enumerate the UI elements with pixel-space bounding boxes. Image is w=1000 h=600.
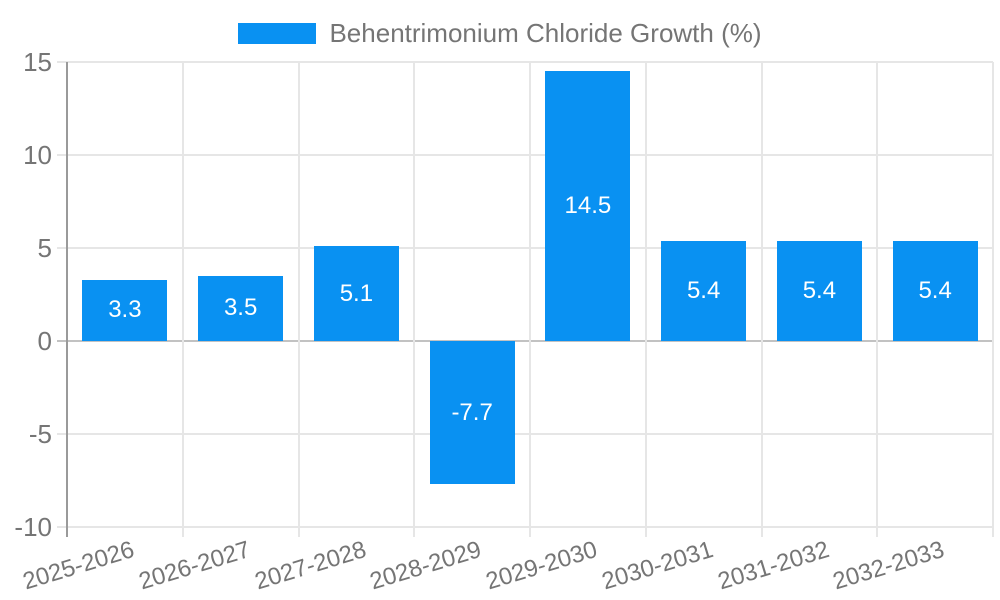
bar[interactable]: -7.7	[429, 341, 515, 485]
y-axis-line	[66, 62, 68, 537]
legend: Behentrimonium Chloride Growth (%)	[0, 18, 1000, 49]
bar-value-label: 5.1	[339, 279, 374, 307]
bar-value-label: 3.5	[223, 294, 258, 322]
gridline-horizontal	[57, 154, 993, 156]
bar-value-label: -7.7	[451, 398, 493, 426]
bar[interactable]: 14.5	[545, 71, 631, 341]
y-tick-label: -5	[28, 419, 52, 449]
bar[interactable]: 5.4	[776, 240, 862, 341]
x-tick-label: 2025-2026	[19, 536, 138, 596]
bar-value-label: 3.3	[108, 296, 142, 324]
bar[interactable]: 3.3	[82, 279, 168, 341]
gridline-vertical	[181, 62, 184, 537]
bar-value-label: 5.4	[918, 276, 952, 304]
gridline-vertical	[297, 62, 300, 537]
x-tick-label: 2030-2031	[598, 536, 717, 596]
legend-color-swatch-icon	[238, 23, 317, 44]
y-tick-label: 10	[23, 140, 52, 170]
bar[interactable]: 5.4	[892, 240, 978, 341]
y-tick-label: -10	[14, 512, 52, 542]
x-tick-label: 2031-2032	[714, 536, 832, 596]
x-tick-label: 2026-2027	[135, 536, 254, 596]
bar[interactable]: 3.5	[198, 275, 284, 341]
plot-area: 3.3 3.5 5.1 -7.7 14.5 5.4 5.4 5.4	[57, 61, 994, 537]
gridline-vertical	[992, 62, 994, 537]
gridline-vertical	[876, 62, 879, 537]
gridline-vertical	[644, 62, 647, 537]
gridline-horizontal	[57, 247, 993, 249]
x-tick-label: 2028-2029	[367, 536, 485, 596]
legend-label: Behentrimonium Chloride Growth (%)	[329, 18, 762, 48]
x-tick-label: 2027-2028	[251, 536, 369, 596]
bar-value-label: 5.4	[686, 276, 721, 304]
bar[interactable]: 5.1	[313, 246, 399, 341]
zero-baseline	[57, 340, 993, 342]
gridline-vertical	[529, 62, 531, 537]
gridline-horizontal	[57, 61, 993, 63]
y-tick-label: 15	[23, 47, 52, 77]
bar[interactable]: 5.4	[661, 240, 747, 341]
bar-value-label: 14.5	[564, 192, 612, 220]
x-tick-label: 2032-2033	[830, 536, 948, 596]
gridline-horizontal	[57, 433, 993, 435]
gridline-horizontal	[57, 526, 993, 528]
gridline-vertical	[760, 62, 763, 537]
gridline-vertical	[413, 62, 416, 537]
x-tick-label: 2029-2030	[482, 536, 601, 596]
y-tick-label: 5	[37, 233, 52, 263]
y-tick-label: 0	[37, 326, 52, 356]
bar-value-label: 5.4	[802, 276, 837, 304]
